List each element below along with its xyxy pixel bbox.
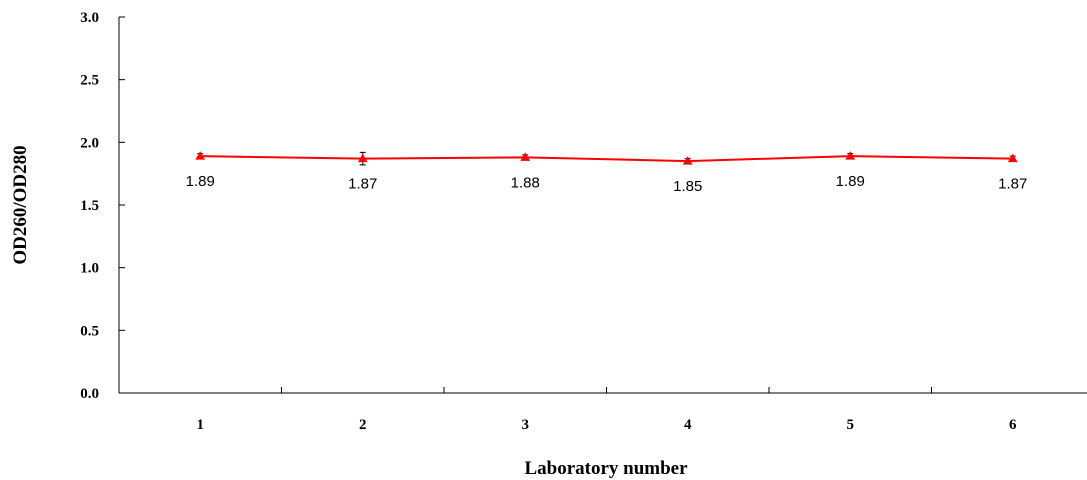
y-tick-label: 1.5	[80, 198, 99, 214]
y-tick-label: 0.5	[80, 323, 99, 339]
data-label: 1.89	[186, 173, 215, 190]
x-tick-label: 2	[359, 417, 367, 433]
x-axis-title: Laboratory number	[524, 458, 688, 479]
y-axis: 0.0 0.5 1.0 1.5 2.0 2.5 3.0	[80, 10, 125, 402]
y-axis-title: OD260/OD280	[10, 145, 31, 264]
data-point-marker	[195, 151, 206, 160]
data-point-marker	[682, 156, 693, 165]
data-label: 1.85	[673, 178, 702, 195]
data-point-marker	[845, 151, 856, 160]
series-line	[200, 155, 1013, 163]
x-tick-label: 3	[522, 417, 530, 433]
x-tick-label: 1	[197, 417, 205, 433]
y-tick-label: 3.0	[80, 10, 99, 26]
data-label: 1.87	[998, 176, 1027, 193]
data-point-marker	[357, 153, 368, 163]
data-point-marker	[520, 152, 531, 161]
series: 1.89 1.87 1.88 1.85 1.89 1.87	[186, 151, 1027, 195]
y-tick-label: 1.0	[80, 261, 99, 277]
x-axis: 1 2 3 4 5 6	[118, 387, 1087, 433]
x-tick-label: 6	[1009, 417, 1017, 433]
y-tick-label: 2.0	[80, 135, 99, 151]
x-tick-label: 4	[684, 417, 692, 433]
x-tick-label: 5	[847, 417, 855, 433]
data-point-marker	[1007, 153, 1018, 163]
data-label: 1.88	[511, 174, 540, 191]
y-tick-label: 0.0	[80, 386, 99, 402]
y-tick-label: 2.5	[80, 73, 99, 89]
data-label: 1.89	[836, 173, 865, 190]
data-label: 1.87	[348, 176, 377, 193]
